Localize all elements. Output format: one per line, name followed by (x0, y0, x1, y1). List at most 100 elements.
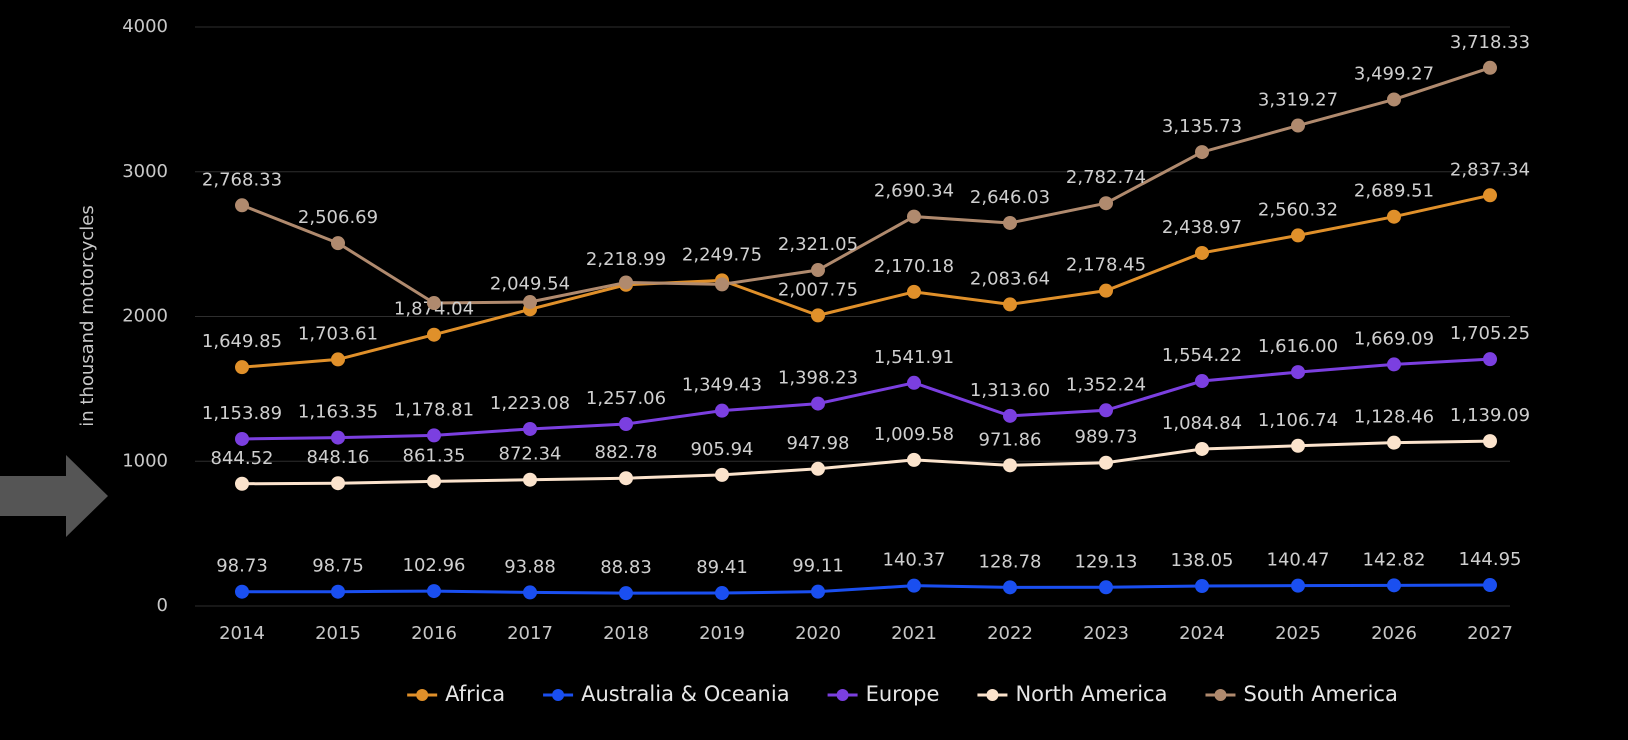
y-tick-label: 4000 (122, 16, 168, 37)
data-point (715, 467, 729, 482)
data-label: 872.34 (499, 444, 562, 465)
data-label: 848.16 (307, 447, 370, 468)
data-label: 1,649.85 (202, 331, 282, 352)
data-point (1291, 118, 1305, 133)
data-label: 2,083.64 (970, 268, 1050, 289)
data-point (619, 471, 633, 486)
data-point (811, 396, 825, 411)
data-label: 2,689.51 (1354, 181, 1434, 202)
data-point (1291, 365, 1305, 380)
data-label: 2,321.05 (778, 234, 858, 255)
data-point (1099, 455, 1113, 470)
data-label: 1,703.61 (298, 323, 378, 344)
data-point (1387, 92, 1401, 107)
data-point (1483, 578, 1497, 593)
data-point (811, 461, 825, 476)
data-point (1291, 228, 1305, 243)
data-point (1099, 580, 1113, 595)
data-point (1195, 245, 1209, 260)
legend-marker (1214, 689, 1227, 701)
data-point (523, 295, 537, 310)
data-point (427, 327, 441, 342)
data-label: 2,646.03 (970, 187, 1050, 208)
data-point (715, 403, 729, 418)
x-tick-label: 2014 (219, 623, 265, 644)
legend-label: Europe (866, 682, 940, 706)
data-point (331, 476, 345, 491)
data-label: 140.37 (883, 550, 946, 571)
data-point (427, 584, 441, 599)
data-point (235, 431, 249, 446)
data-label: 1,178.81 (394, 399, 474, 420)
data-label: 1,257.06 (586, 388, 666, 409)
data-point (523, 472, 537, 487)
series-line (241, 66, 1491, 305)
data-point (1387, 578, 1401, 593)
data-label: 3,319.27 (1258, 90, 1338, 111)
data-label: 1,313.60 (970, 380, 1050, 401)
data-label: 1,616.00 (1258, 336, 1338, 357)
data-label: 1,009.58 (874, 424, 954, 445)
x-tick-label: 2021 (891, 623, 937, 644)
data-point (907, 578, 921, 593)
data-label: 1,139.09 (1450, 405, 1530, 426)
series-line (241, 583, 1491, 595)
data-point (427, 428, 441, 443)
data-point (715, 277, 729, 292)
data-label: 971.86 (979, 429, 1042, 450)
x-tick-label: 2023 (1083, 623, 1129, 644)
data-label: 128.78 (979, 551, 1042, 572)
data-label: 2,049.54 (490, 273, 570, 294)
data-label: 2,438.97 (1162, 217, 1242, 238)
data-point (907, 452, 921, 467)
data-label: 1,398.23 (778, 368, 858, 389)
x-tick-label: 2017 (507, 623, 553, 644)
data-point (1387, 357, 1401, 372)
data-label: 1,349.43 (682, 375, 762, 396)
x-tick-label: 2024 (1179, 623, 1225, 644)
series-line (241, 193, 1491, 369)
data-point (619, 417, 633, 432)
data-label: 2,249.75 (682, 244, 762, 265)
data-label: 905.94 (691, 439, 754, 460)
data-label: 2,690.34 (874, 181, 954, 202)
series-line (241, 357, 1491, 441)
data-label: 2,170.18 (874, 256, 954, 277)
data-label: 99.11 (792, 556, 844, 577)
data-point (1291, 438, 1305, 453)
data-label: 1,084.84 (1162, 413, 1242, 434)
data-label: 2,560.32 (1258, 199, 1338, 220)
y-tick-label: 0 (157, 595, 168, 616)
data-label: 1,705.25 (1450, 323, 1530, 344)
legend-label: Africa (445, 682, 505, 706)
data-label: 2,007.75 (778, 279, 858, 300)
data-point (331, 430, 345, 445)
data-label: 93.88 (504, 556, 556, 577)
data-point (523, 585, 537, 600)
x-tick-label: 2019 (699, 623, 745, 644)
data-label: 2,768.33 (202, 169, 282, 190)
data-label: 98.73 (216, 556, 268, 577)
data-label: 2,837.34 (1450, 159, 1530, 180)
data-point (1003, 580, 1017, 595)
data-point (1099, 403, 1113, 418)
data-point (619, 586, 633, 601)
data-label: 88.83 (600, 557, 652, 578)
data-point (1483, 188, 1497, 203)
legend-label: Australia & Oceania (581, 682, 790, 706)
data-point (1003, 215, 1017, 230)
x-tick-label: 2020 (795, 623, 841, 644)
data-point (1099, 196, 1113, 211)
data-point (1195, 145, 1209, 160)
data-point (1483, 434, 1497, 449)
data-point (1195, 441, 1209, 456)
data-point (331, 584, 345, 599)
data-point (1099, 283, 1113, 298)
data-label: 2,178.45 (1066, 255, 1146, 276)
data-point (811, 263, 825, 278)
data-label: 138.05 (1171, 550, 1234, 571)
data-point (235, 198, 249, 213)
data-point (1195, 374, 1209, 389)
data-point (235, 360, 249, 375)
y-axis-label: in thousand motorcycles (77, 205, 98, 427)
